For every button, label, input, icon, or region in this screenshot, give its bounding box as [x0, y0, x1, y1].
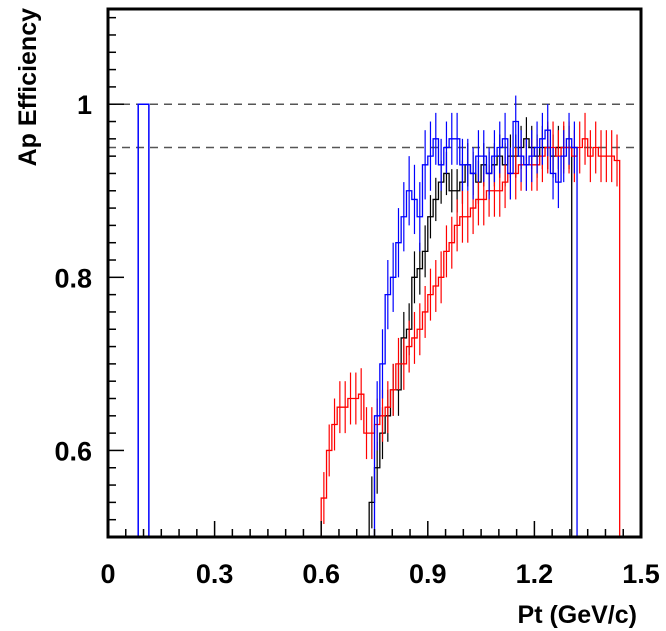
- series-1-histogram: [108, 138, 621, 538]
- y-tick-label: 0.6: [54, 436, 92, 466]
- x-tick-label: 0.3: [196, 559, 234, 589]
- x-tick-label: 0.9: [409, 559, 447, 589]
- x-tick-label: 0.6: [302, 559, 340, 589]
- y-tick-labels: 0.6 0.8 1: [54, 90, 92, 466]
- x-axis-title: Pt (GeV/c): [518, 601, 637, 629]
- reference-lines: [108, 103, 641, 149]
- x-tick-labels: 0 0.3 0.6 0.9 1.2 1.5: [100, 559, 659, 589]
- series-3: [137, 103, 150, 537]
- x-tick-label: 1.5: [622, 559, 660, 589]
- series-3-bin: [137, 103, 150, 537]
- y-axis-title: Ap Efficiency: [14, 8, 42, 166]
- plot-frame: [106, 7, 643, 539]
- series-2: [108, 95, 578, 538]
- series-layer: [108, 95, 621, 538]
- x-tick-label: 0: [100, 559, 115, 589]
- y-tick-label: 1: [77, 90, 92, 120]
- y-tick-label: 0.8: [54, 263, 92, 293]
- x-tick-label: 1.2: [516, 559, 554, 589]
